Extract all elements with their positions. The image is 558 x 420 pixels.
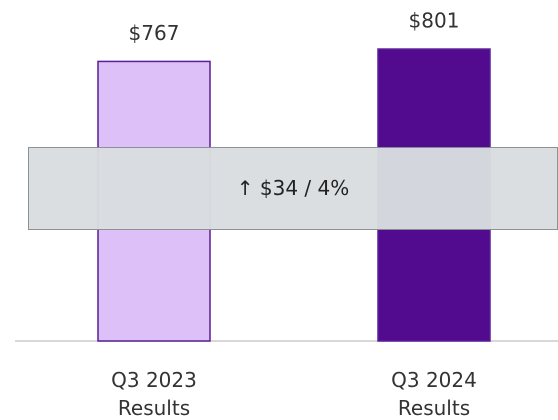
category-label: Q3 2023 Results bbox=[111, 368, 197, 420]
value-label: $801 bbox=[409, 9, 460, 33]
annotation: ↑ $34 / 4% bbox=[236, 176, 350, 200]
category-label: Q3 2024 Results bbox=[391, 368, 477, 420]
annotation-box bbox=[28, 147, 558, 230]
value-label: $767 bbox=[129, 21, 180, 45]
